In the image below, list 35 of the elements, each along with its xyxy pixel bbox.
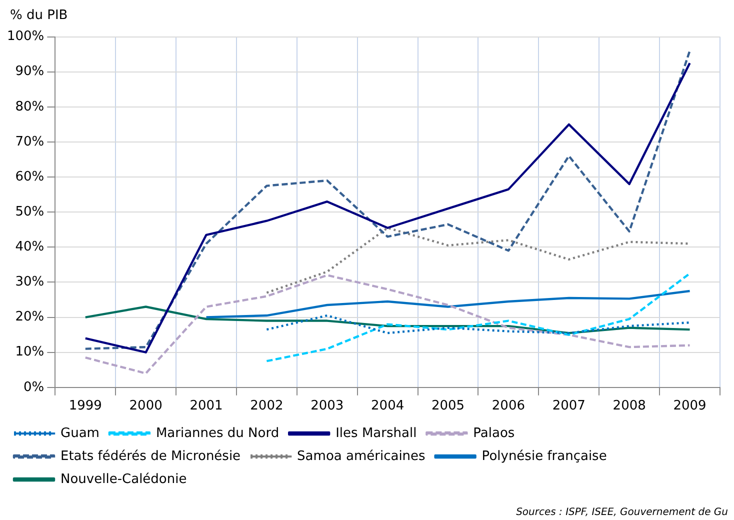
x-tick-label: 2000: [129, 398, 162, 414]
x-tick-label: 2006: [492, 398, 526, 414]
y-tick-label: 60%: [15, 169, 44, 184]
x-tick-label: 2002: [250, 398, 284, 414]
legend-label: Palaos: [473, 426, 515, 441]
y-tick-label: 20%: [15, 310, 44, 325]
legend-label: Etats fédérés de Micronésie: [60, 448, 241, 464]
legend-label: Iles Marshall: [336, 426, 417, 441]
source-note: Sources : ISPF, ISEE, Gouvernement de Gu: [516, 507, 728, 518]
y-tick-label: 50%: [15, 204, 44, 220]
y-tick-label: 10%: [15, 344, 44, 360]
x-tick-label: 1999: [68, 398, 102, 414]
legend-label: Mariannes du Nord: [156, 426, 280, 441]
y-axis-title: % du PIB: [10, 8, 68, 23]
x-tick-label: 2009: [673, 398, 706, 414]
line-series: [266, 314, 691, 334]
x-tick-label: 2004: [371, 398, 404, 414]
legend-label: Guam: [60, 426, 100, 441]
x-tick-label: 2005: [431, 398, 465, 414]
line-series: [266, 272, 691, 362]
x-tick-label: 2007: [552, 398, 586, 414]
y-tick-label: 80%: [15, 99, 44, 114]
y-tick-label: 100%: [6, 29, 44, 44]
legend-label: Polynésie française: [482, 448, 607, 464]
y-tick-label: 90%: [15, 64, 44, 80]
x-tick-label: 2008: [612, 398, 646, 414]
y-tick-label: 0%: [24, 380, 44, 395]
y-tick-label: 40%: [15, 240, 44, 255]
line-series: [84, 274, 691, 374]
x-tick-label: 2001: [190, 398, 223, 414]
y-tick-label: 30%: [15, 274, 44, 290]
legend-label: Nouvelle-Calédonie: [60, 472, 187, 487]
x-tick-label: 2003: [310, 398, 344, 414]
y-tick-label: 70%: [15, 134, 44, 150]
legend-label: Samoa américaines: [297, 448, 426, 464]
